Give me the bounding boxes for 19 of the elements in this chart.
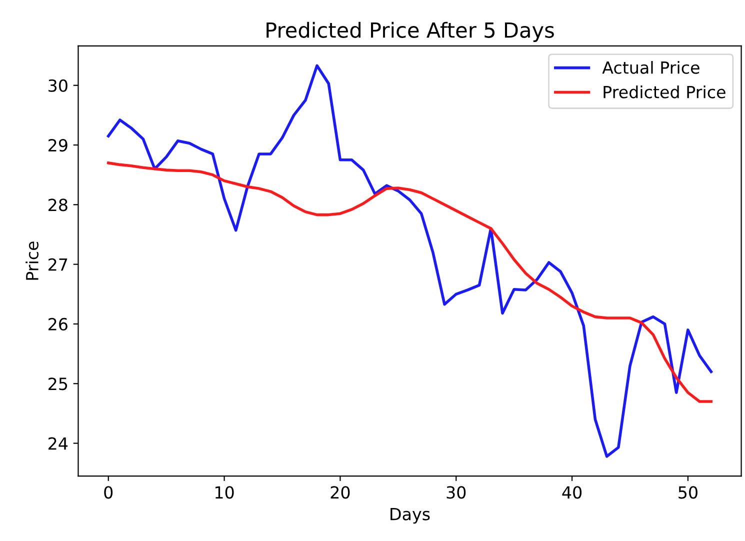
- x-tick-label: 50: [678, 486, 698, 499]
- y-tick-label: 29: [48, 138, 68, 152]
- y-tick-label: 27: [48, 258, 68, 271]
- line-series: [106, 162, 713, 403]
- legend-label: Predicted Price: [604, 85, 726, 98]
- x-axis-title: Days: [390, 508, 430, 524]
- y-tick-label: 28: [48, 198, 68, 212]
- x-tick-label: 10: [216, 486, 234, 499]
- x-tick-label: 40: [562, 486, 582, 499]
- y-tick-label: 25: [48, 378, 68, 390]
- x-tick-label: 20: [330, 486, 350, 499]
- legend-label: Actual Price: [602, 60, 700, 74]
- y-tick-label: 26: [48, 318, 68, 331]
- y-axis-title: Price: [26, 242, 39, 280]
- y-tick-label: 30: [48, 79, 68, 92]
- chart-title: Predicted Price After 5 Days: [266, 22, 554, 42]
- y-tick-label: 24: [48, 437, 68, 450]
- x-tick-label: 0: [104, 486, 113, 499]
- x-tick-label: 30: [446, 486, 466, 499]
